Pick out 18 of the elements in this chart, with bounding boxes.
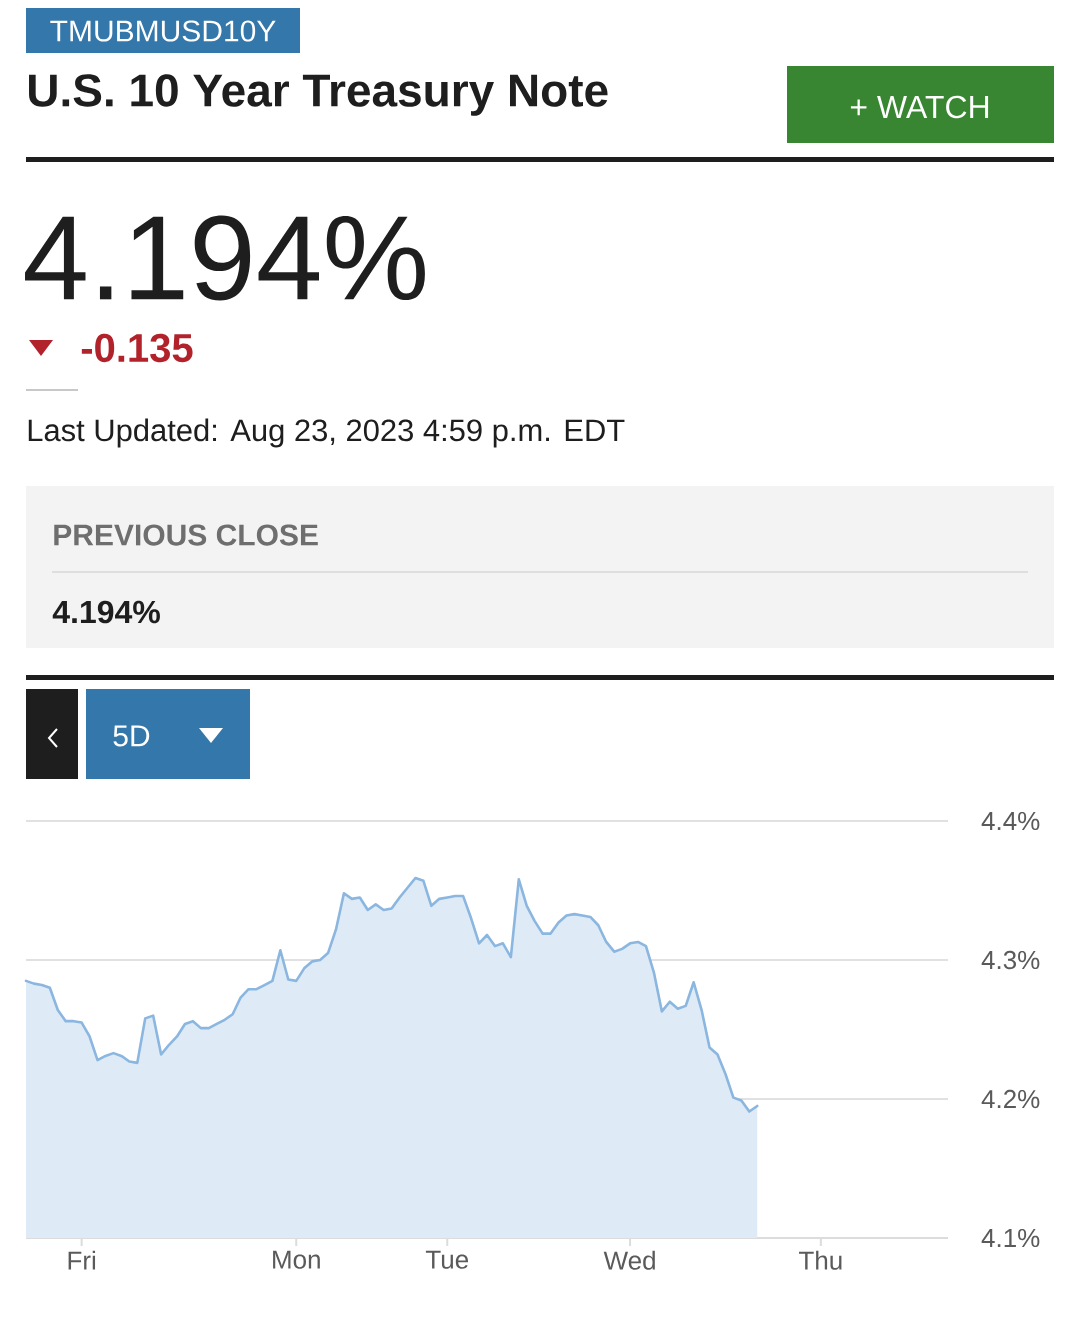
y-tick-label: 4.1% [981, 1228, 1040, 1248]
text: 4.194% [25, 215, 425, 301]
y-tick-label: 4.2% [981, 1089, 1040, 1109]
x-tick-label: Tue [425, 1250, 469, 1269]
text: + WATCH [850, 95, 989, 119]
y-tick-label: 4.4% [981, 811, 1040, 831]
x-tick-label: Wed [603, 1250, 655, 1270]
text: -0.135 [81, 333, 193, 363]
chart-title: U.S. 10 Year Treasury Note [29, 74, 608, 116]
y-tick-label: 4.3% [981, 950, 1040, 970]
x-tick-label: Fri [68, 1250, 96, 1270]
text: 5D [113, 725, 150, 747]
x-tick-label: Mon [273, 1250, 320, 1269]
text: TMUBMUSD10Y [50, 20, 276, 42]
text: PREVIOUS CLOSE [54, 524, 318, 546]
text: 4.194% [52, 600, 160, 624]
x-tick-label: Thu [799, 1250, 842, 1270]
text: Last Updated: Aug 23, 2023 4:59 p.m. EDT [28, 418, 625, 448]
